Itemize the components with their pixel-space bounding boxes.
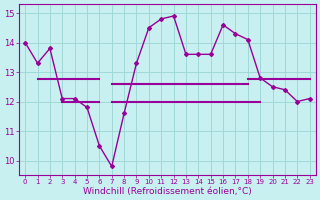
X-axis label: Windchill (Refroidissement éolien,°C): Windchill (Refroidissement éolien,°C) bbox=[83, 187, 252, 196]
